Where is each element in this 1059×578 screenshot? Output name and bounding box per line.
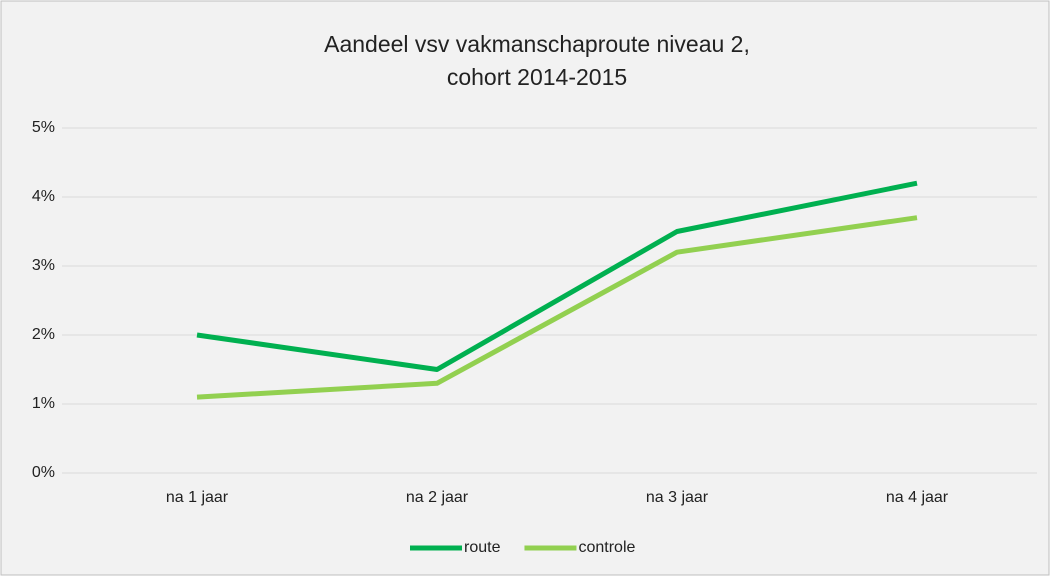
chart-title: Aandeel vsv vakmanschaproute niveau 2, [324,31,750,57]
x-tick-label: na 1 jaar [166,489,229,506]
y-tick-label: 5% [32,119,55,136]
y-tick-label: 3% [32,257,55,274]
y-tick-label: 1% [32,395,55,412]
legend-label: controle [578,539,635,556]
x-tick-label: na 2 jaar [406,489,469,506]
chart-title: cohort 2014-2015 [447,64,627,90]
data-line [196,180,918,372]
y-tick-label: 2% [32,326,55,343]
x-tick-label: na 4 jaar [886,489,949,506]
y-tick-label: 0% [32,464,55,481]
y-tick-label: 4% [32,188,55,205]
data-line [196,215,918,400]
x-tick-label: na 3 jaar [646,489,709,506]
legend-label: route [464,539,501,556]
